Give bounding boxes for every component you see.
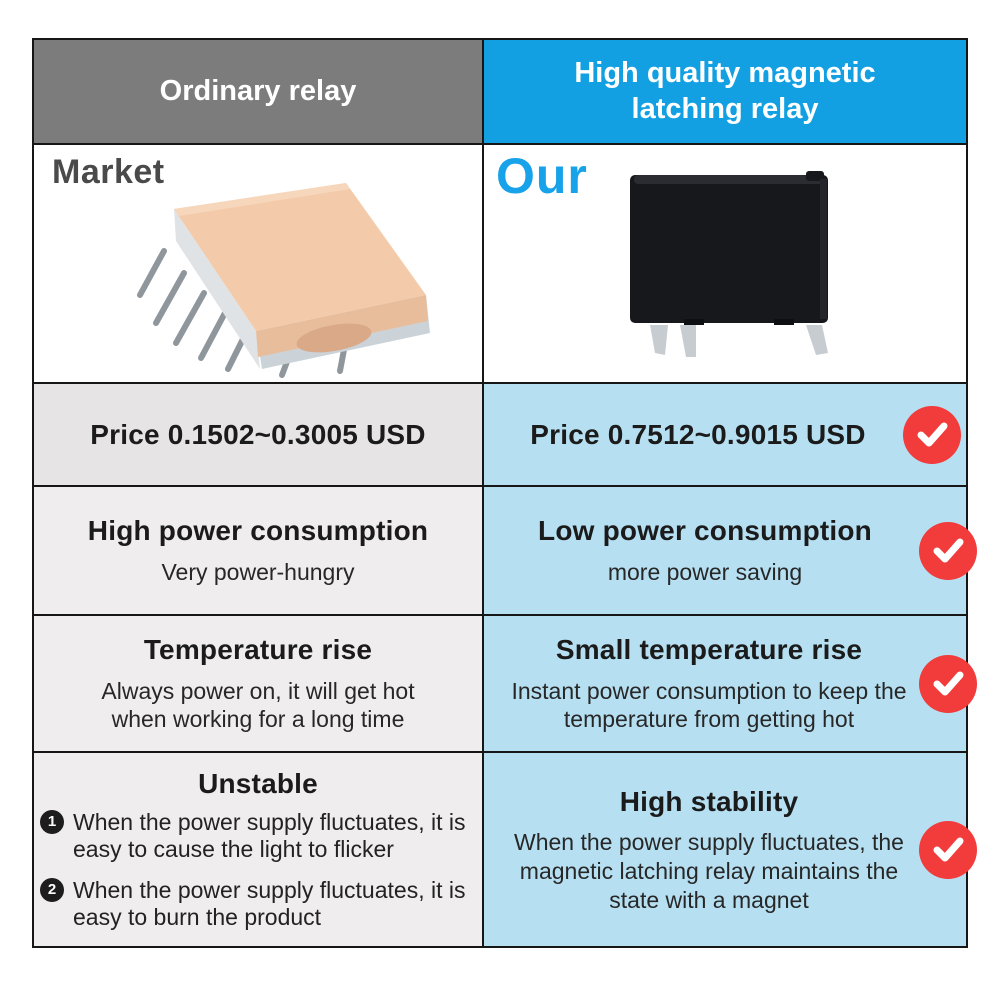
temperature-our-cell: Small temperature rise Instant power con… [484, 616, 977, 751]
temperature-our-title: Small temperature rise [555, 633, 863, 665]
header-ordinary-relay: Ordinary relay [34, 40, 482, 143]
header-magnetic-relay: High quality magnetic latching relay [484, 40, 966, 143]
comparison-table: Ordinary relay High quality magnetic lat… [32, 38, 977, 948]
power-our-sub: more power saving [607, 558, 803, 585]
power-ordinary-title: High power consumption [87, 515, 429, 547]
stability-ordinary-cell: Unstable 1 When the power supply fluctua… [34, 753, 482, 946]
stability-our-sub: When the power supply fluctuates, the ma… [514, 829, 904, 913]
header-magnetic-label: High quality magnetic latching relay [574, 57, 876, 125]
temperature-our-sub: Instant power consumption to keep the te… [511, 677, 907, 733]
temperature-ordinary-sub: Always power on, it will get hot when wo… [101, 677, 415, 733]
stability-our-title: High stability [619, 785, 799, 817]
power-ordinary-sub: Very power-hungry [161, 558, 355, 585]
market-label: Market [52, 153, 165, 191]
ordinary-relay-image [137, 183, 430, 378]
our-label: Our [496, 148, 588, 204]
power-ordinary-cell: High power consumption Very power-hungry [34, 487, 482, 614]
stability-ordinary-list: 1 When the power supply fluctuates, it i… [34, 809, 482, 932]
magnetic-relay-image [630, 171, 828, 357]
check-icon [919, 654, 977, 713]
list-item: 2 When the power supply fluctuates, it i… [40, 877, 478, 932]
power-our-title: Low power consumption [538, 515, 872, 547]
price-ordinary-cell: Price 0.1502~0.3005 USD [34, 384, 482, 485]
list-item-text: When the power supply fluctuates, it is … [73, 876, 466, 931]
stability-ordinary-title: Unstable [198, 768, 318, 800]
check-icon [919, 521, 977, 580]
price-our-text: Price 0.7512~0.9015 USD [530, 418, 866, 450]
number-1-bullet-icon: 1 [40, 809, 64, 834]
stability-our-cell: High stability When the power supply flu… [484, 753, 977, 946]
price-ordinary-text: Price 0.1502~0.3005 USD [90, 418, 426, 450]
our-relay-cell: Our [484, 145, 966, 382]
market-relay-cell: Market [34, 145, 482, 382]
list-item: 1 When the power supply fluctuates, it i… [40, 809, 478, 864]
temperature-ordinary-cell: Temperature rise Always power on, it wil… [34, 616, 482, 751]
temperature-ordinary-title: Temperature rise [143, 633, 373, 665]
power-our-cell: Low power consumption more power saving [484, 487, 977, 614]
list-item-text: When the power supply fluctuates, it is … [73, 808, 466, 863]
number-2-bullet-icon: 2 [40, 877, 64, 902]
check-icon [919, 820, 977, 879]
header-ordinary-label: Ordinary relay [159, 74, 357, 107]
price-our-cell: Price 0.7512~0.9015 USD [484, 384, 966, 485]
check-icon [903, 405, 961, 464]
